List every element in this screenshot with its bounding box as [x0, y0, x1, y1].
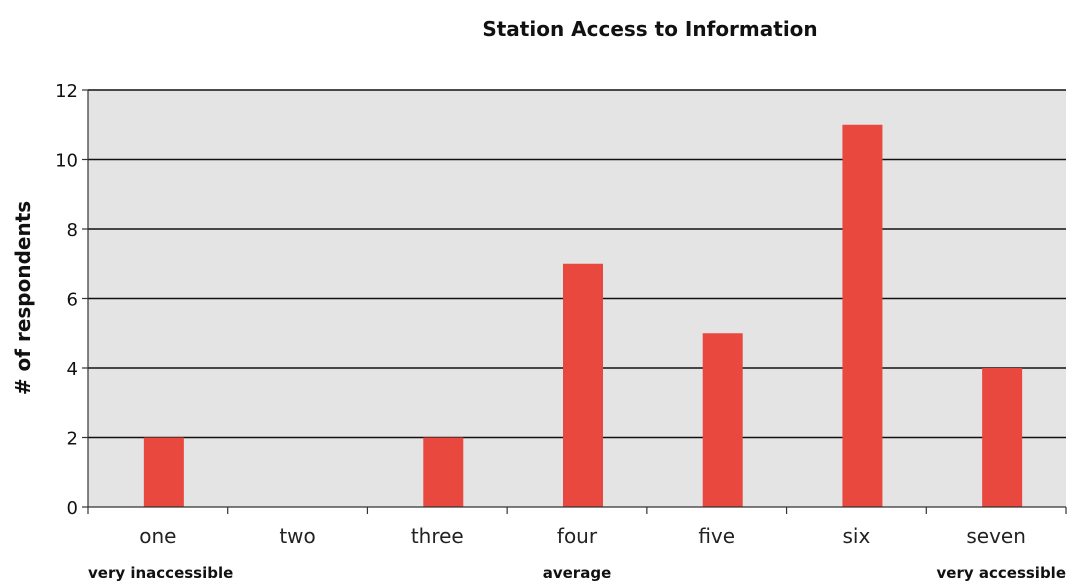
- y-tick-label-0: 0: [67, 498, 78, 519]
- scale-annotation-four: average: [543, 564, 612, 582]
- x-tick-label-four: four: [557, 524, 598, 548]
- y-tick-label-8: 8: [67, 220, 78, 241]
- bar-seven: [982, 368, 1023, 507]
- x-tick-label-seven: seven: [966, 524, 1026, 548]
- scale-annotation-seven: very accessible: [937, 564, 1066, 582]
- x-tick-label-six: six: [843, 524, 871, 548]
- x-tick-label-three: three: [411, 524, 464, 548]
- bars: [143, 124, 1023, 507]
- x-tick-label-five: five: [698, 524, 735, 548]
- chart-title: Station Access to Information: [482, 17, 817, 41]
- x-tick-label-one: one: [139, 524, 176, 548]
- x-tick-label-two: two: [279, 524, 315, 548]
- bar-four: [563, 263, 603, 507]
- y-tick-label-4: 4: [67, 359, 78, 380]
- axis-labels: 0 2 4 6 8 10 12 one two three four five six seven very…: [55, 81, 1066, 582]
- bar-one: [143, 437, 184, 507]
- bar-five: [702, 333, 743, 507]
- bar-three: [423, 437, 464, 507]
- y-axis-label: # of respondents: [11, 201, 35, 395]
- y-tick-label-6: 6: [67, 290, 78, 311]
- bar-six: [842, 124, 883, 507]
- y-tick-label-2: 2: [67, 429, 78, 450]
- axes: [82, 89, 1067, 514]
- scale-annotation-one: very inaccessible: [88, 564, 233, 582]
- y-tick-label-12: 12: [55, 81, 78, 102]
- y-tick-label-10: 10: [55, 151, 78, 172]
